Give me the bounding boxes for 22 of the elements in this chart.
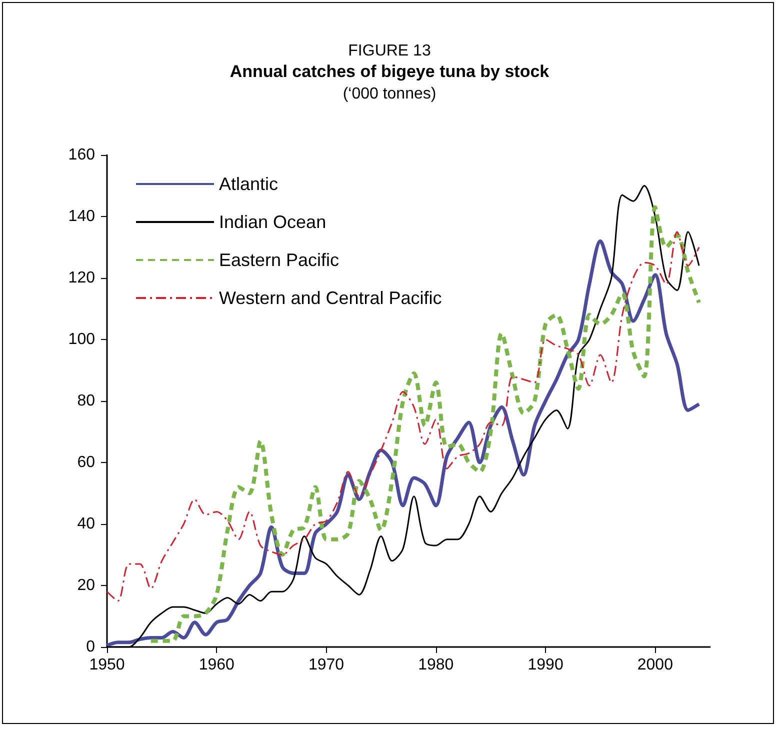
- legend-label: Western and Central Pacific: [219, 288, 442, 308]
- y-tick-label: 160: [68, 146, 96, 164]
- x-tick-label: 1950: [89, 656, 125, 674]
- x-tick-label: 1960: [198, 656, 235, 674]
- y-tick-label: 140: [68, 208, 96, 225]
- chart-title: Annual catches of bigeye tuna by stock: [230, 62, 550, 81]
- y-tick-label: 120: [68, 270, 96, 286]
- legend-label: Atlantic: [219, 174, 278, 194]
- y-tick-label: 100: [68, 331, 96, 348]
- chart-subtitle: (‘000 tonnes): [342, 86, 436, 102]
- y-tick-label: 40: [77, 516, 96, 532]
- x-tick-label: 1980: [418, 656, 454, 674]
- x-tick-label: 1990: [528, 656, 564, 674]
- legend-label: Eastern Pacific: [219, 250, 340, 270]
- y-tick-label: 60: [77, 454, 96, 471]
- y-tick-label: 20: [77, 577, 96, 594]
- legend-label: Indian Ocean: [219, 212, 326, 232]
- y-tick-label: 80: [77, 392, 96, 410]
- x-tick-label: 1970: [308, 656, 344, 674]
- caption: FIGURE 13: [348, 42, 431, 60]
- y-tick-label: 0: [86, 638, 96, 656]
- x-tick-label: 2000: [637, 656, 674, 674]
